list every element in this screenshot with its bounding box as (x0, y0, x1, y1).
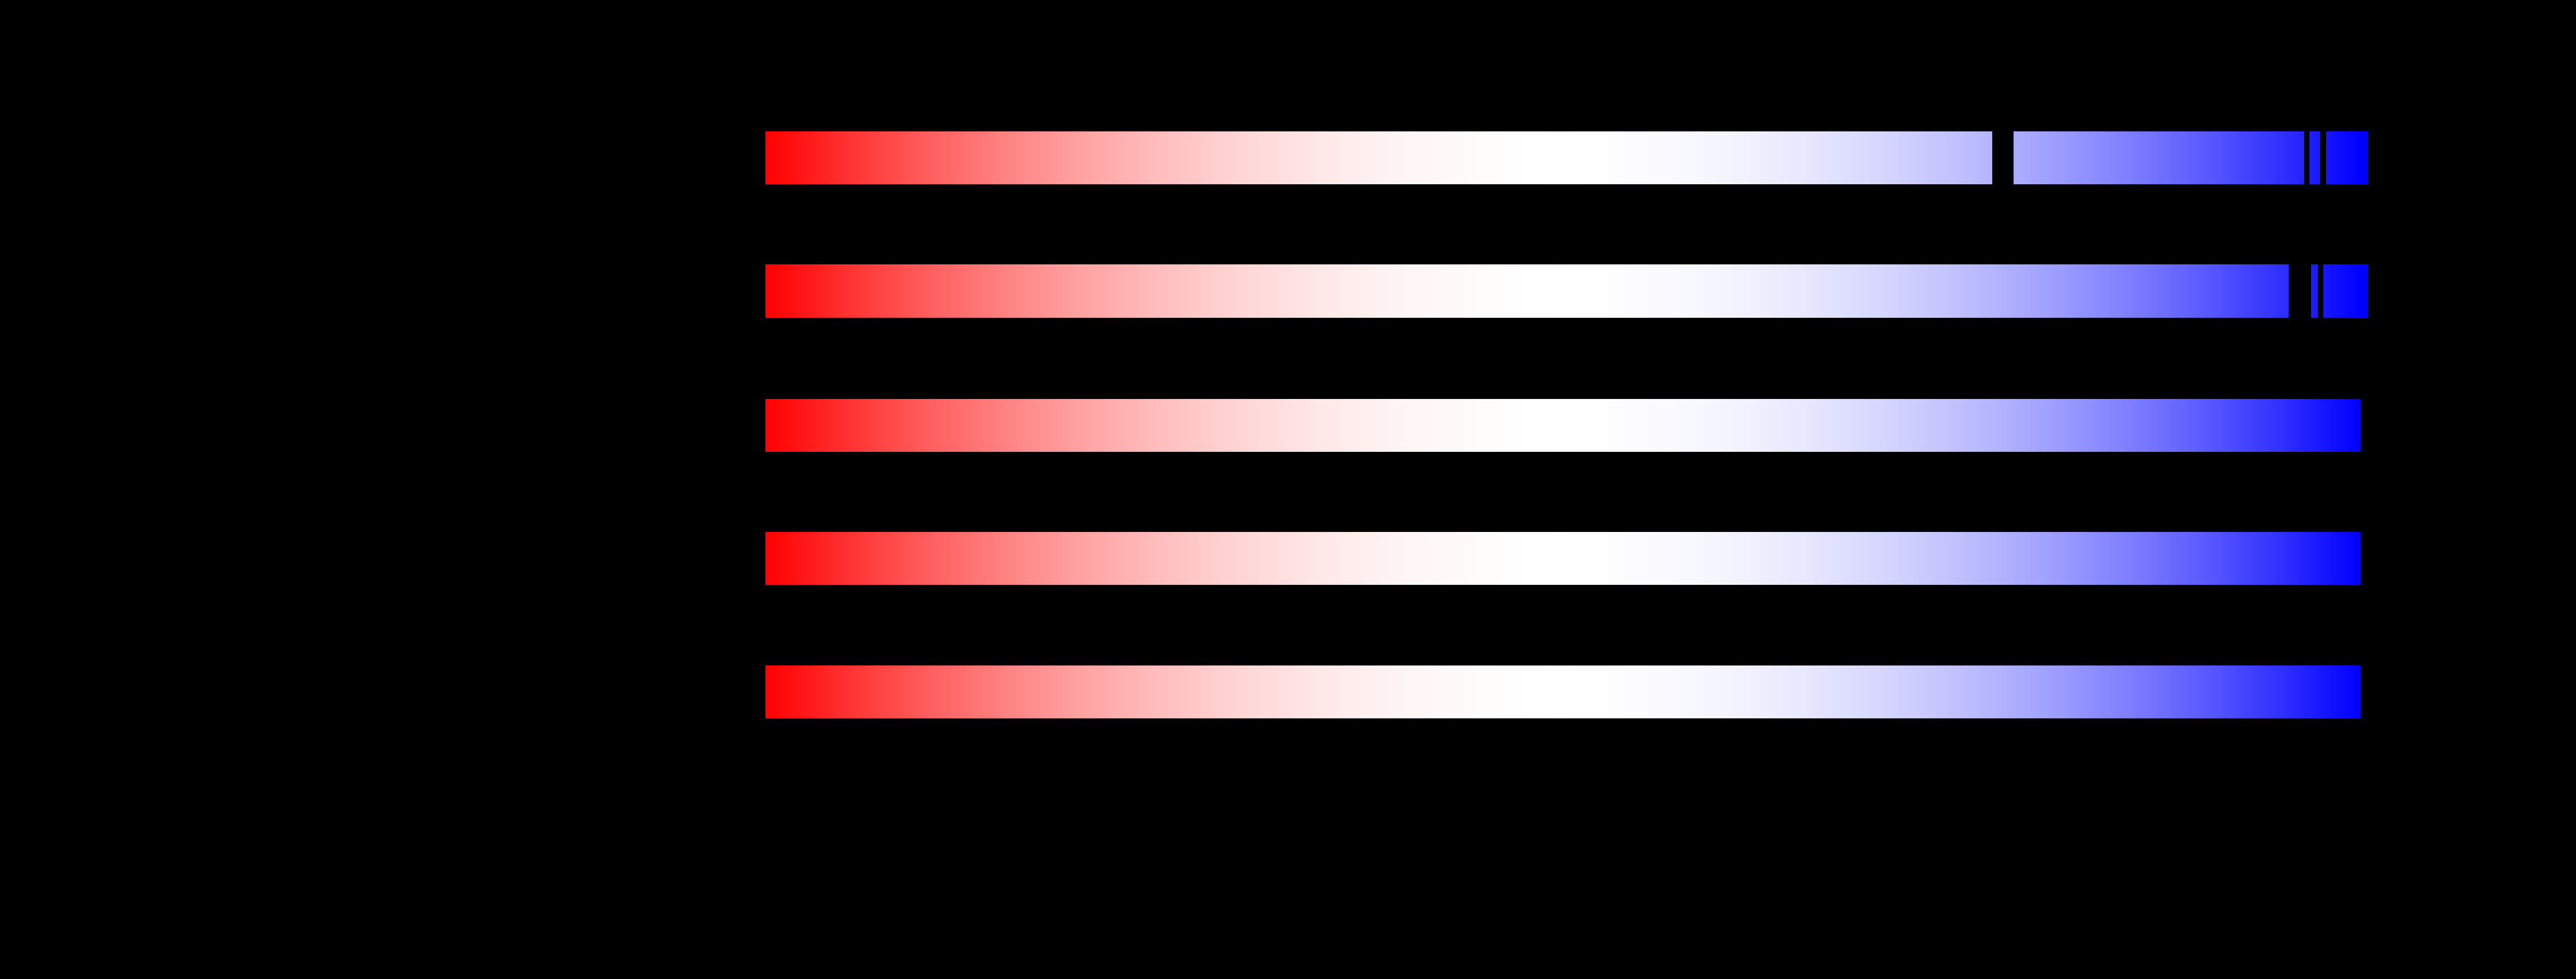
bar-2-segment (2311, 264, 2318, 318)
bar-3-segment (765, 399, 2360, 452)
bar-1-segment (2014, 131, 2304, 184)
bar-1-segment (2326, 131, 2368, 184)
bar-1-segment (765, 131, 1992, 184)
bar-2-segment (765, 264, 2289, 318)
bar-5-segment (765, 665, 2360, 718)
bar-2-segment (2323, 264, 2368, 318)
bar-1-segment (2309, 131, 2320, 184)
bar-4-segment (765, 532, 2360, 585)
